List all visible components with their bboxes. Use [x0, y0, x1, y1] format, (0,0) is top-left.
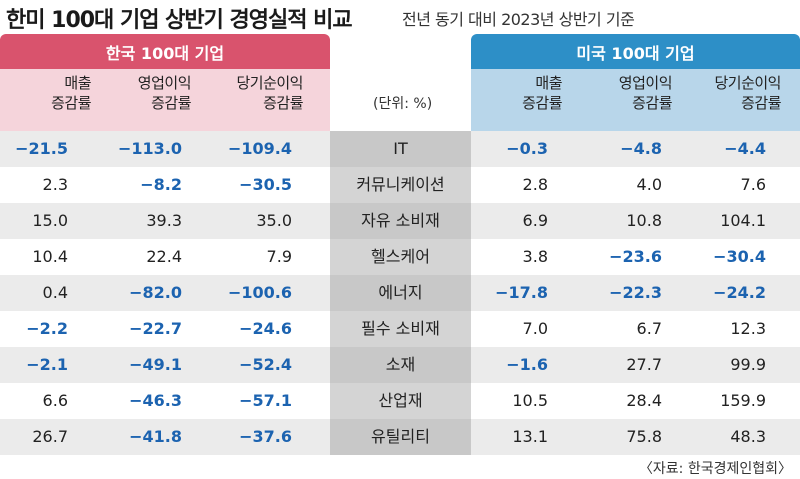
us-sales-cell: −0.3 — [506, 139, 548, 158]
chart-title: 한미 100대 기업 상반기 경영실적 비교 — [6, 8, 353, 33]
kr-operating-profit-cell: −22.7 — [129, 319, 182, 338]
us-operating-col-header-line2: 증감률 — [632, 94, 672, 112]
kr-net-income-cell: −52.4 — [239, 355, 292, 374]
source-note: 〈자료: 한국경제인협회〉 — [638, 461, 792, 477]
kr-net-income-col-header: 당기순이익 증감률 — [212, 73, 317, 129]
sector-label: 필수 소비재 — [330, 311, 471, 347]
table-row: 6.6 −46.3 −57.1 산업재 10.5 28.4 159.9 — [0, 383, 800, 419]
table-row: 2.3 −8.2 −30.5 커뮤니케이션 2.8 4.0 7.6 — [0, 167, 800, 203]
kr-operating-profit-cell: −46.3 — [129, 391, 182, 410]
us-group-header: 미국 100대 기업 — [471, 34, 800, 69]
us-operating-profit-cell: −22.3 — [609, 283, 662, 302]
kr-net-income-cell: −30.5 — [239, 175, 292, 194]
us-sales-cell: 10.5 — [512, 391, 548, 410]
sector-label: 에너지 — [330, 275, 471, 311]
kr-operating-profit-cell: 22.4 — [146, 247, 182, 266]
korea-group-header: 한국 100대 기업 — [0, 34, 330, 69]
us-operating-profit-cell: 27.7 — [626, 355, 662, 374]
us-sales-col-header-line2: 증감률 — [522, 94, 562, 112]
kr-net-income-col-header-line1: 당기순이익 — [236, 74, 303, 92]
kr-operating-col-header-line2: 증감률 — [151, 94, 191, 112]
us-net-income-cell: 7.6 — [740, 175, 766, 194]
sector-label: 헬스케어 — [330, 239, 471, 275]
kr-operating-profit-cell: 39.3 — [146, 211, 182, 230]
us-net-income-cell: 48.3 — [730, 427, 766, 446]
sector-label: 자유 소비재 — [330, 203, 471, 239]
kr-net-income-cell: 35.0 — [256, 211, 292, 230]
table-row: 10.4 22.4 7.9 헬스케어 3.8 −23.6 −30.4 — [0, 239, 800, 275]
kr-net-income-cell: −109.4 — [227, 139, 292, 158]
table-row: −21.5 −113.0 −109.4 IT −0.3 −4.8 −4.4 — [0, 131, 800, 167]
us-net-income-col-header-line1: 당기순이익 — [714, 74, 781, 92]
kr-operating-profit-cell: −113.0 — [117, 139, 182, 158]
table-row: −2.2 −22.7 −24.6 필수 소비재 7.0 6.7 12.3 — [0, 311, 800, 347]
table-row: −2.1 −49.1 −52.4 소재 −1.6 27.7 99.9 — [0, 347, 800, 383]
us-operating-profit-cell: 4.0 — [636, 175, 662, 194]
kr-sales-cell: 6.6 — [42, 391, 68, 410]
kr-sales-cell: 15.0 — [32, 211, 68, 230]
kr-operating-profit-cell: −8.2 — [140, 175, 182, 194]
us-sales-cell: 6.9 — [522, 211, 548, 230]
kr-sales-cell: −2.1 — [26, 355, 68, 374]
us-net-income-cell: 99.9 — [730, 355, 766, 374]
sector-label: 산업재 — [330, 383, 471, 419]
sector-label: 소재 — [330, 347, 471, 383]
us-sales-cell: 2.8 — [522, 175, 548, 194]
us-operating-col-header-line1: 영업이익 — [618, 74, 673, 92]
us-operating-profit-cell: −4.8 — [620, 139, 662, 158]
us-operating-profit-cell: 6.7 — [636, 319, 662, 338]
us-net-income-cell: 159.9 — [720, 391, 766, 410]
table-row: 26.7 −41.8 −37.6 유틸리티 13.1 75.8 48.3 — [0, 419, 800, 455]
us-net-income-col-header-line2: 증감률 — [741, 94, 781, 112]
table-row: 15.0 39.3 35.0 자유 소비재 6.9 10.8 104.1 — [0, 203, 800, 239]
us-sales-cell: 7.0 — [522, 319, 548, 338]
sector-label: IT — [330, 131, 471, 167]
kr-operating-col-header-line1: 영업이익 — [137, 74, 192, 92]
us-operating-profit-cell: 10.8 — [626, 211, 662, 230]
us-operating-profit-cell: 75.8 — [626, 427, 662, 446]
unit-label: (단위: %) — [373, 96, 433, 112]
kr-sales-cell: −21.5 — [15, 139, 68, 158]
kr-sales-cell: 26.7 — [32, 427, 68, 446]
kr-net-income-cell: −57.1 — [239, 391, 292, 410]
us-net-income-cell: 104.1 — [720, 211, 766, 230]
kr-net-income-cell: −37.6 — [239, 427, 292, 446]
kr-sales-col-header: 매출 증감률 — [0, 73, 105, 129]
kr-net-income-col-header-line2: 증감률 — [263, 94, 303, 112]
kr-sales-cell: −2.2 — [26, 319, 68, 338]
kr-sales-cell: 0.4 — [42, 283, 68, 302]
us-sales-col-header-line1: 매출 — [535, 74, 562, 92]
kr-sales-cell: 2.3 — [42, 175, 68, 194]
kr-operating-col-header: 영업이익 증감률 — [100, 73, 205, 129]
sector-label: 커뮤니케이션 — [330, 167, 471, 203]
us-column-header-band — [471, 69, 800, 131]
kr-net-income-cell: 7.9 — [266, 247, 292, 266]
kr-net-income-cell: −24.6 — [239, 319, 292, 338]
kr-net-income-cell: −100.6 — [227, 283, 292, 302]
kr-operating-profit-cell: −82.0 — [129, 283, 182, 302]
chart-subtitle: 전년 동기 대비 2023년 상반기 기준 — [402, 10, 635, 29]
us-operating-col-header: 영업이익 증감률 — [581, 73, 686, 129]
kr-sales-cell: 10.4 — [32, 247, 68, 266]
table-row: 0.4 −82.0 −100.6 에너지 −17.8 −22.3 −24.2 — [0, 275, 800, 311]
kr-operating-profit-cell: −49.1 — [129, 355, 182, 374]
kr-operating-profit-cell: −41.8 — [129, 427, 182, 446]
us-net-income-cell: −4.4 — [724, 139, 766, 158]
korea-column-header-band — [0, 69, 330, 131]
us-sales-cell: −17.8 — [495, 283, 548, 302]
us-net-income-cell: 12.3 — [730, 319, 766, 338]
kr-sales-col-header-line2: 증감률 — [51, 94, 91, 112]
sector-label: 유틸리티 — [330, 419, 471, 455]
us-net-income-col-header: 당기순이익 증감률 — [690, 73, 795, 129]
us-net-income-cell: −24.2 — [713, 283, 766, 302]
kr-sales-col-header-line1: 매출 — [64, 74, 91, 92]
us-sales-cell: 13.1 — [512, 427, 548, 446]
us-sales-col-header: 매출 증감률 — [471, 73, 576, 129]
us-net-income-cell: −30.4 — [713, 247, 766, 266]
us-sales-cell: −1.6 — [506, 355, 548, 374]
us-sales-cell: 3.8 — [522, 247, 548, 266]
us-operating-profit-cell: 28.4 — [626, 391, 662, 410]
us-operating-profit-cell: −23.6 — [609, 247, 662, 266]
